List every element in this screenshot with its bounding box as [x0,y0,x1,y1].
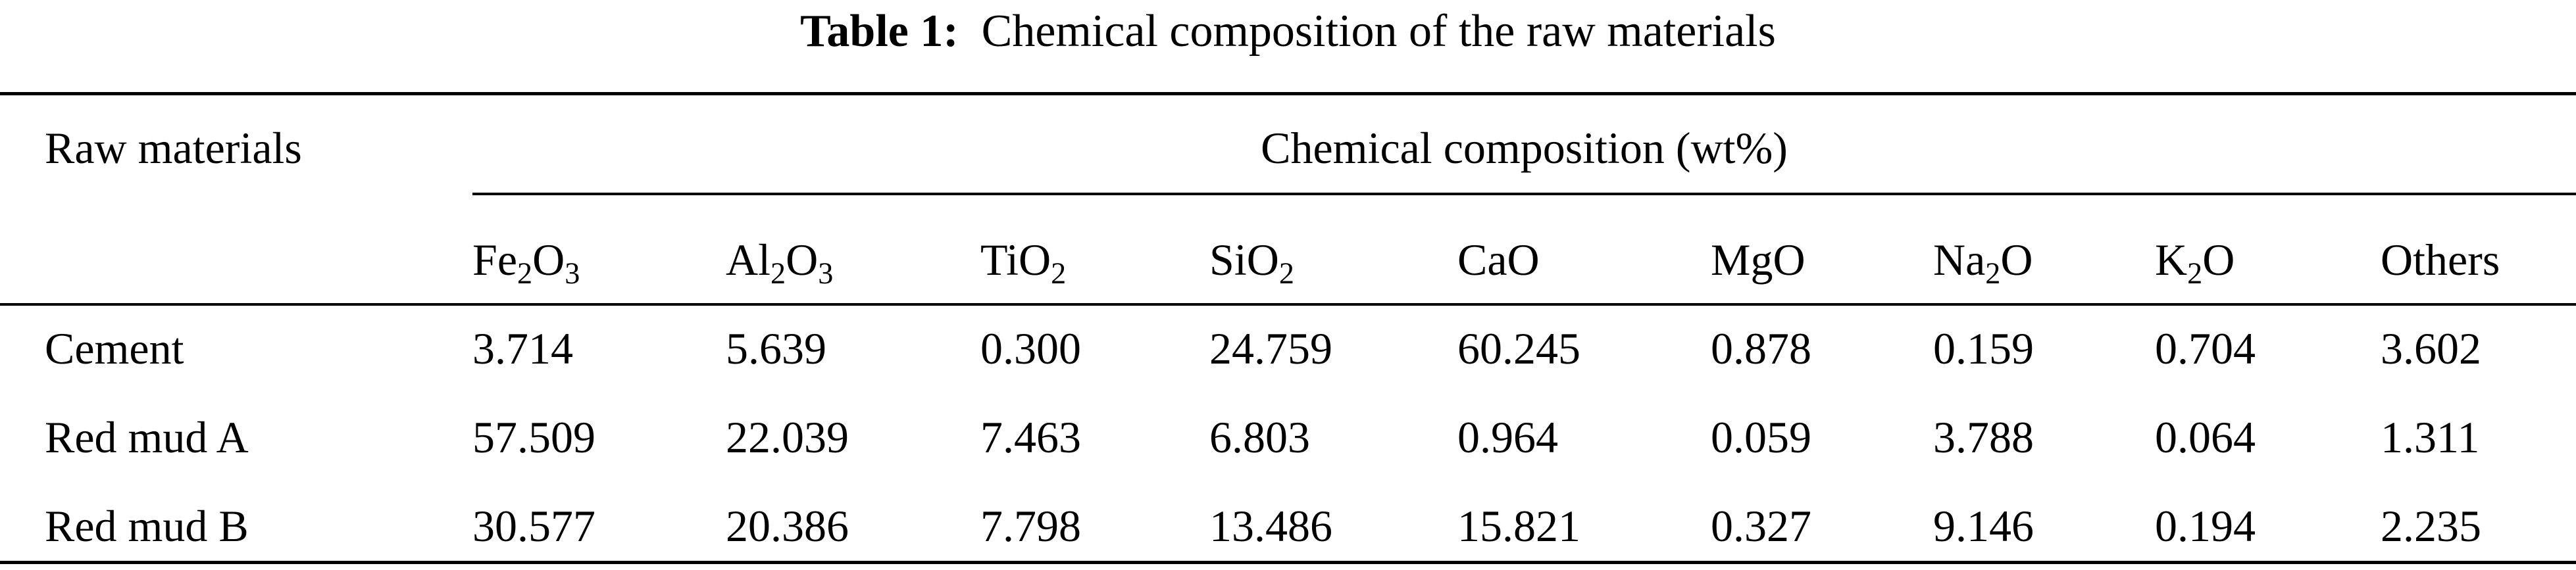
row-header: Raw materials [45,123,302,173]
cell: 24.759 [1209,323,1332,373]
header-rule [0,303,2576,306]
row-name: Cement [45,323,184,373]
column-header: MgO [1711,235,1806,285]
cell: 0.964 [1457,412,1558,462]
cell: 7.798 [980,501,1081,551]
column-header: Fe2O3 [472,235,580,291]
row-name: Red mud B [45,501,249,551]
cell: 9.146 [1933,501,2034,551]
cell: 22.039 [726,412,849,462]
cell: 1.311 [2381,412,2480,462]
column-header: Na2O [1933,235,2033,291]
cell: 20.386 [726,501,849,551]
cell: 13.486 [1209,501,1332,551]
cell: 3.602 [2381,323,2481,373]
cell: 0.194 [2155,501,2256,551]
cell: 0.704 [2155,323,2256,373]
cell: 3.788 [1933,412,2034,462]
cell: 5.639 [726,323,826,373]
cell: 0.878 [1711,323,1811,373]
cell: 3.714 [472,323,573,373]
cell: 57.509 [472,412,595,462]
cell: 0.300 [980,323,1081,373]
column-header: TiO2 [980,235,1067,291]
column-header: Others [2381,235,2500,285]
column-header: Al2O3 [726,235,834,291]
top-rule [0,92,2576,95]
cell: 30.577 [472,501,595,551]
cell: 0.064 [2155,412,2256,462]
cell: 0.327 [1711,501,1811,551]
cell: 7.463 [980,412,1081,462]
title-text: Chemical composition of the raw material… [981,6,1776,57]
column-header: SiO2 [1209,235,1294,291]
group-header: Chemical composition (wt%) [1261,123,1788,173]
table-title: Table 1: Chemical composition of the raw… [0,9,2576,55]
group-rule [472,193,2576,195]
cell: 6.803 [1209,412,1310,462]
row-name: Red mud A [45,412,249,462]
column-header: CaO [1457,235,1540,285]
bottom-rule [0,561,2576,564]
cell: 2.235 [2381,501,2481,551]
column-header: K2O [2155,235,2235,291]
cell: 0.059 [1711,412,1811,462]
cell: 0.159 [1933,323,2034,373]
cell: 60.245 [1457,323,1580,373]
title-label: Table 1: [800,6,959,57]
cell: 15.821 [1457,501,1580,551]
